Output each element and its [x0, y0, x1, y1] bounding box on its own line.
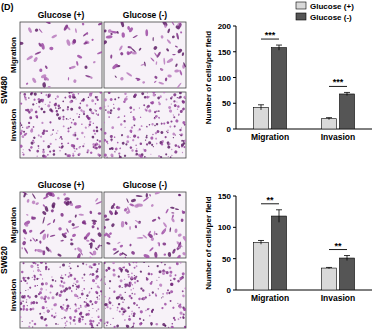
background [0, 0, 378, 330]
image-frame [20, 92, 102, 158]
panel-label: (D) [1, 2, 14, 12]
column-header: Glucose (+) [38, 10, 85, 20]
error-bar [276, 210, 282, 223]
micrograph [18, 21, 103, 88]
error-bar [258, 105, 264, 110]
significance-label: ** [334, 241, 342, 251]
image-frame [20, 262, 102, 328]
y-tick [233, 51, 236, 52]
micrograph [19, 260, 104, 330]
bar [254, 242, 269, 290]
row-label: Migration [9, 37, 18, 73]
legend-swatch [296, 13, 306, 20]
significance-label: *** [333, 77, 344, 87]
error-bar [276, 45, 282, 50]
y-tick-label: 200 [218, 22, 232, 31]
micrograph [102, 20, 187, 89]
x-tick-label: Invasion [321, 132, 355, 142]
y-tick-label: 50 [222, 255, 231, 264]
y-tick [233, 227, 236, 228]
bar [272, 48, 287, 129]
y-tick [233, 103, 236, 104]
column-header: Glucose (-) [123, 180, 168, 190]
y-tick [233, 77, 236, 78]
significance-label: *** [265, 30, 276, 40]
bars [254, 210, 355, 290]
y-tick-label: 0 [227, 125, 232, 134]
chart: 0 50 100 150 Number of cells/per field Migrat… [204, 192, 372, 303]
bar [340, 94, 355, 129]
column-header: Glucose (+) [38, 180, 85, 190]
micrograph [103, 261, 187, 329]
image-frame [104, 22, 186, 88]
error-bar [258, 240, 264, 244]
y-tick [233, 196, 236, 197]
legend-swatch [296, 2, 306, 9]
y-tick-label: 50 [222, 99, 231, 108]
bar [272, 216, 287, 290]
y-tick-label: 0 [227, 286, 232, 295]
micrograph [20, 191, 104, 260]
y-tick [233, 290, 236, 291]
bar [254, 107, 269, 129]
y-tick [233, 258, 236, 259]
y-tick-label: 150 [218, 192, 232, 201]
y-axis-label: Number of cells/per field [204, 31, 213, 124]
image-frame [20, 22, 102, 88]
legend-label: Glucose (+) [310, 2, 354, 11]
bars [254, 45, 355, 129]
micrograph [103, 90, 188, 159]
row-label: Migration [9, 207, 18, 243]
row-label: Invasion [9, 109, 18, 142]
legend-label: Glucose (-) [310, 13, 352, 22]
x-tick-label: Migration [251, 132, 289, 142]
error-bar [326, 267, 332, 268]
figure: (D) Glucose (+) Glucose (-) Migration Invasi… [0, 0, 378, 330]
bar [340, 258, 355, 290]
chart: 0 50 100 150 200 Number of cells/per field Mig… [204, 2, 372, 142]
row-label: Invasion [9, 279, 18, 312]
y-tick [233, 129, 236, 130]
bar [322, 268, 337, 290]
error-bar [344, 92, 350, 95]
error-bar [344, 256, 350, 261]
cell-line-label: SW480 [0, 76, 9, 104]
column-header: Glucose (-) [123, 10, 168, 20]
image-frame [20, 192, 102, 258]
x-tick-label: Invasion [321, 293, 355, 303]
image-frame [104, 262, 186, 328]
micrograph [103, 191, 189, 261]
micrograph [19, 91, 104, 159]
legend: Glucose (+) Glucose (-) [296, 2, 354, 22]
y-axis [236, 196, 237, 290]
cell-line-label: SW620 [0, 246, 9, 274]
error-bar [326, 118, 332, 120]
bar [322, 119, 337, 129]
x-tick-label: Migration [251, 293, 289, 303]
image-frame [104, 92, 186, 158]
y-tick [233, 26, 236, 27]
y-axis-label: Number of cells/per field [204, 196, 213, 289]
y-tick-label: 150 [218, 48, 232, 57]
y-tick-label: 100 [218, 74, 232, 83]
y-tick-label: 100 [218, 223, 232, 232]
image-frame [104, 192, 186, 258]
significance-label: ** [266, 195, 274, 205]
